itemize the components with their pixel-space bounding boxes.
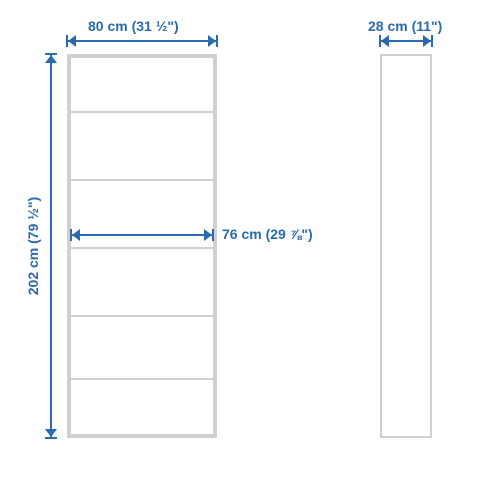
inner-width-label: 76 cm (29 ⅞") bbox=[222, 226, 313, 242]
inner-width-dimension-line bbox=[71, 234, 213, 236]
width-label: 80 cm (31 ½") bbox=[88, 18, 179, 34]
dimension-cap bbox=[431, 35, 433, 47]
dimension-cap bbox=[212, 229, 214, 241]
width-dimension-line bbox=[67, 40, 217, 42]
bookshelf-front-view bbox=[67, 54, 217, 438]
dimension-arrow-right bbox=[208, 35, 216, 47]
shelf-divider bbox=[71, 315, 213, 317]
bookshelf-side-view bbox=[380, 54, 432, 438]
dimension-cap bbox=[216, 35, 218, 47]
dimension-arrow-right bbox=[204, 229, 212, 241]
dimension-arrow-left bbox=[381, 35, 389, 47]
height-label: 202 cm (79 ½") bbox=[25, 186, 41, 306]
height-dimension-line bbox=[50, 54, 52, 438]
shelf-divider bbox=[71, 378, 213, 380]
dimension-diagram: 80 cm (31 ½") 202 cm (79 ½") 76 cm (29 ⅞… bbox=[0, 0, 500, 500]
dimension-cap bbox=[45, 437, 57, 439]
depth-label: 28 cm (11") bbox=[368, 18, 442, 34]
dimension-arrow-left bbox=[72, 229, 80, 241]
dimension-arrow-right bbox=[423, 35, 431, 47]
dimension-arrow-down bbox=[45, 429, 57, 437]
shelf-divider bbox=[71, 179, 213, 181]
dimension-arrow-left bbox=[68, 35, 76, 47]
dimension-arrow-up bbox=[45, 55, 57, 63]
shelf-divider bbox=[71, 247, 213, 249]
shelf-divider bbox=[71, 111, 213, 113]
